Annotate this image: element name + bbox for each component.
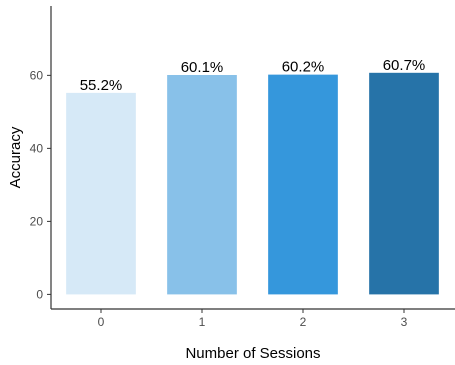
x-ticks-layer: 0 1 2 3	[98, 309, 408, 329]
x-axis-title: Number of Sessions	[185, 345, 320, 362]
bar-session-2	[268, 74, 338, 295]
x-tick-label-2: 2	[300, 315, 307, 329]
bar-session-1	[167, 74, 237, 295]
x-tick-label-3: 3	[401, 315, 408, 329]
x-tick-label-0: 0	[98, 315, 105, 329]
data-label-session-1: 60.1%	[181, 59, 224, 76]
bar-session-0	[66, 92, 136, 295]
y-tick-label-60: 60	[30, 68, 44, 82]
y-tick-label-40: 40	[30, 141, 44, 155]
x-tick-label-1: 1	[199, 315, 206, 329]
y-tick-label-20: 20	[30, 214, 44, 228]
data-label-session-0: 55.2%	[80, 77, 123, 94]
data-label-session-3: 60.7%	[383, 57, 426, 74]
data-label-session-2: 60.2%	[282, 59, 325, 76]
bars-layer	[66, 72, 439, 295]
y-axis-title: Accuracy	[7, 126, 24, 188]
y-tick-label-0: 0	[36, 287, 43, 301]
data-labels-layer: 55.2% 60.1% 60.2% 60.7%	[80, 57, 426, 94]
y-ticks-layer: 0 20 40 60	[30, 68, 51, 301]
bar-session-3	[369, 72, 439, 295]
axes-layer	[50, 6, 455, 310]
